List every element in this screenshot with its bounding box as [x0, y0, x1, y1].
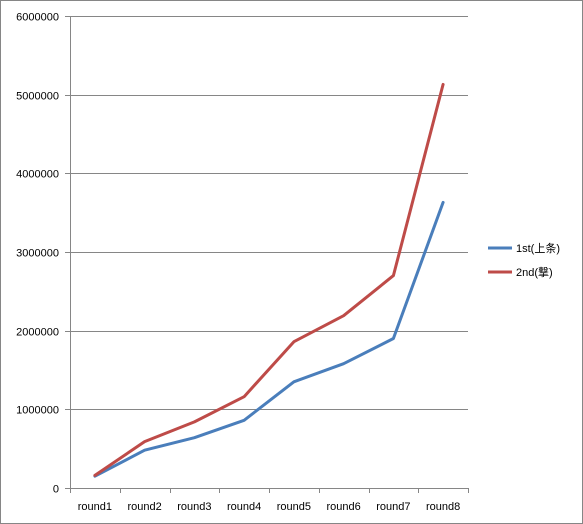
axes: [65, 16, 469, 493]
x-tick-label: round1: [78, 501, 112, 513]
legend-label: 1st(上条): [516, 241, 560, 255]
x-tick-label: round8: [426, 501, 460, 513]
series-lines: [93, 82, 445, 478]
x-tick-label: round2: [127, 501, 161, 513]
x-axis-tick-labels: round1 round2 round3 round4 round5 round6 roun…: [78, 501, 461, 513]
series-line: [93, 200, 445, 478]
y-tick-label: 0: [53, 484, 59, 496]
y-axis-tick-labels: 0 1000000 2000000 3000000 4000000 5000000 6000…: [16, 12, 59, 496]
x-tick-label: round6: [326, 501, 360, 513]
legend-label: 2nd(撃): [516, 265, 553, 279]
x-tick-label: round3: [177, 501, 211, 513]
y-tick-label: 2000000: [16, 327, 59, 339]
series-line: [93, 82, 445, 477]
y-tick-label: 1000000: [16, 405, 59, 417]
x-tick-label: round7: [376, 501, 410, 513]
legend: 1st(上条) 2nd(撃): [488, 241, 560, 279]
x-tick-label: round4: [227, 501, 261, 513]
y-tick-label: 6000000: [16, 12, 59, 24]
y-tick-label: 5000000: [16, 91, 59, 103]
gridlines: [70, 16, 468, 410]
y-tick-label: 4000000: [16, 169, 59, 181]
x-tick-label: round5: [277, 501, 311, 513]
y-tick-label: 3000000: [16, 248, 59, 260]
